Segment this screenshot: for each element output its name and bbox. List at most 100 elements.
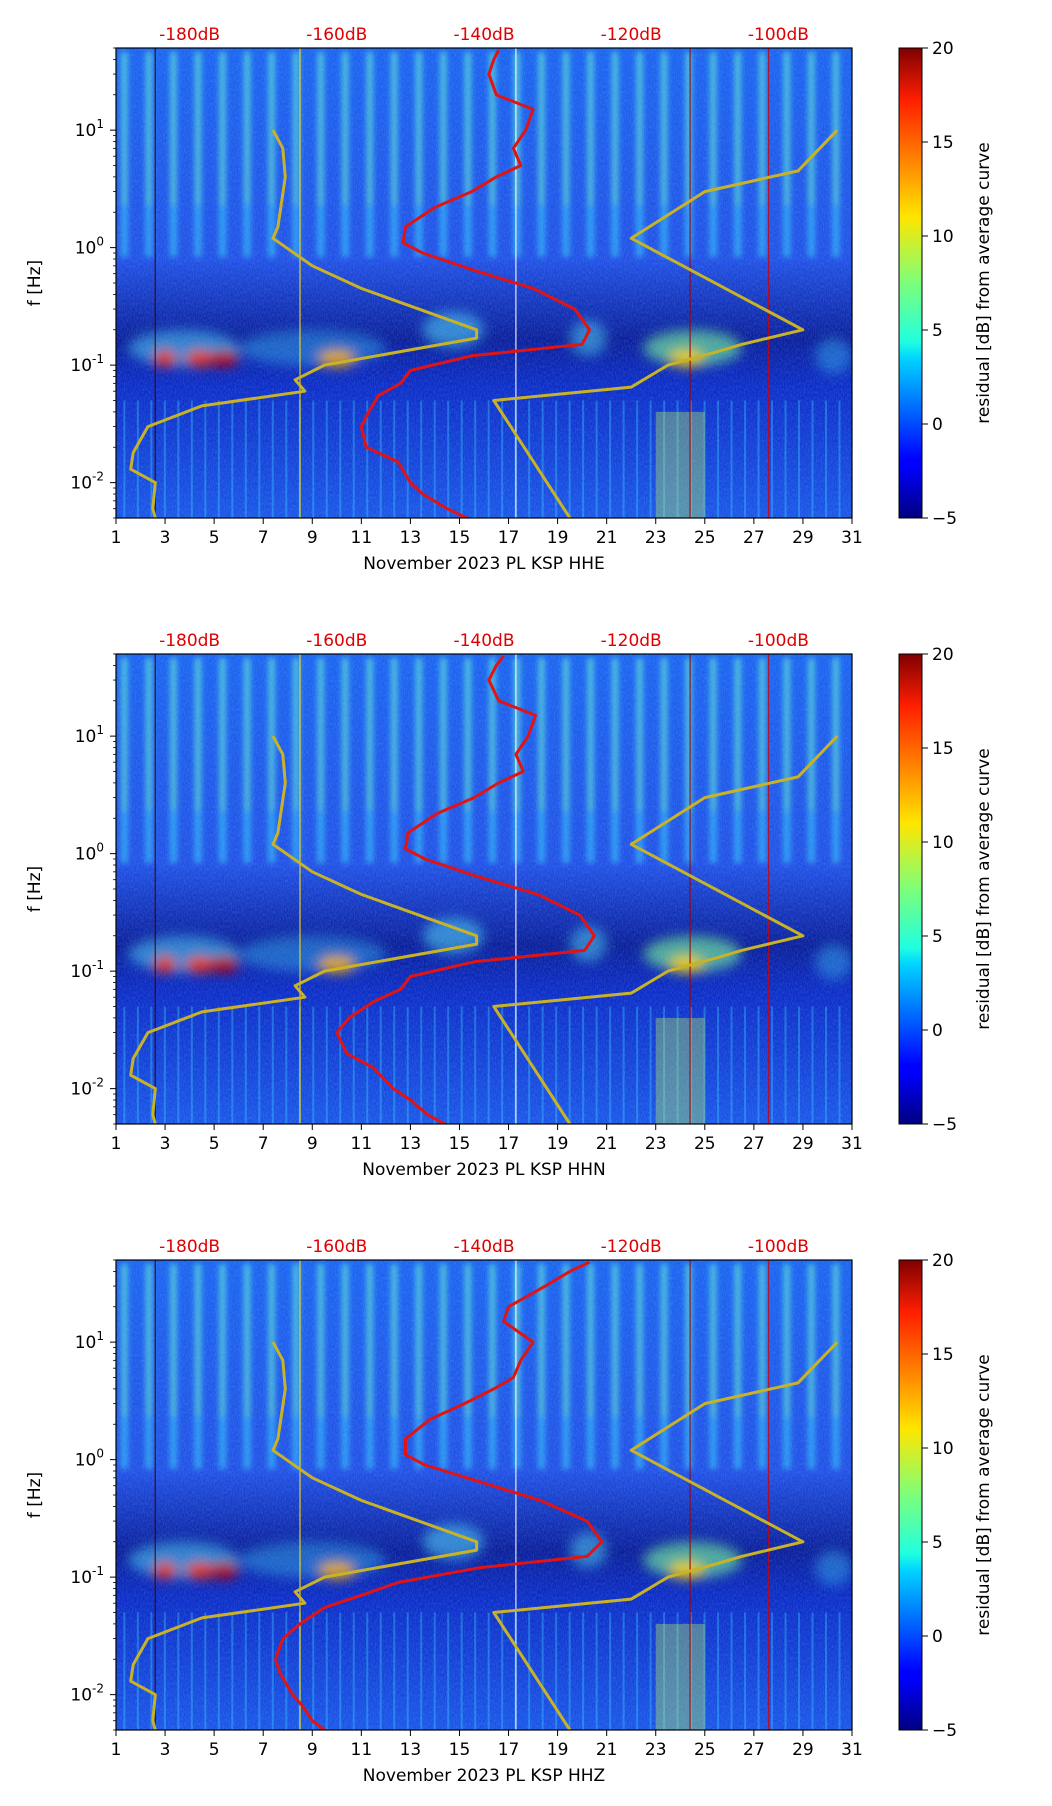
streak — [609, 1006, 612, 1124]
day-stripe-core — [711, 658, 715, 811]
streak — [730, 1612, 733, 1730]
streak — [231, 1612, 234, 1730]
day-stripe-core — [221, 1264, 225, 1417]
day-stripe-core — [122, 1264, 126, 1417]
streak — [123, 1612, 126, 1730]
streak — [258, 1612, 261, 1730]
streak — [798, 400, 801, 518]
day-stripe-core — [589, 1264, 593, 1417]
day-stripe-core — [294, 1264, 298, 1417]
streak — [258, 1006, 261, 1124]
streak — [690, 400, 693, 518]
streak — [771, 400, 774, 518]
streak — [622, 1612, 625, 1730]
x-tick-label: 7 — [258, 1134, 269, 1154]
db-scale-label: -120dB — [601, 1237, 662, 1257]
x-tick-label: 19 — [547, 528, 569, 548]
heatmap-area — [116, 654, 852, 1124]
colorbar-tick-label: −5 — [932, 1721, 957, 1741]
x-tick-label: 13 — [400, 528, 422, 548]
median-psd-curve — [274, 1260, 604, 1730]
event-streak-band — [655, 411, 705, 518]
x-tick-label: 21 — [596, 1134, 618, 1154]
day-stripe-core — [368, 52, 372, 205]
y-tick-label: 100 — [75, 841, 104, 865]
colorbar-tick-label: 5 — [932, 927, 943, 947]
y-tick-label: 10-1 — [70, 958, 104, 982]
day-stripe-core — [147, 52, 151, 205]
streak — [609, 400, 612, 518]
streak — [838, 1006, 841, 1124]
day-stripe-core — [392, 52, 396, 205]
streak — [582, 1006, 585, 1124]
streak — [379, 400, 382, 518]
streak — [757, 1612, 760, 1730]
streak — [784, 400, 787, 518]
colorbar: −5 0 5 10 15 20 residual [dB] from average cur… — [898, 39, 994, 529]
microseism-peak — [184, 1560, 215, 1579]
day-stripe-core — [171, 658, 175, 811]
streak — [406, 1612, 409, 1730]
day-stripe-core — [466, 52, 470, 205]
x-tick-label: 15 — [449, 528, 471, 548]
day-stripe-core — [294, 52, 298, 205]
x-tick-label: 11 — [351, 1134, 373, 1154]
high-noise-model — [492, 735, 839, 1124]
day-stripe-core — [809, 52, 813, 205]
streak — [285, 1612, 288, 1730]
day-stripe-core — [760, 1264, 764, 1417]
y-axis-label: f [Hz] — [25, 1472, 45, 1518]
streak — [663, 400, 666, 518]
colorbar-tick-label: 10 — [932, 227, 954, 247]
streak — [123, 400, 126, 518]
streak — [636, 400, 639, 518]
streak — [568, 400, 571, 518]
streak — [784, 1006, 787, 1124]
microseism-peak — [152, 1560, 178, 1579]
y-tick-label: 10-2 — [70, 470, 104, 494]
streak — [325, 400, 328, 518]
streak — [636, 1006, 639, 1124]
streak — [730, 1006, 733, 1124]
day-stripe-core — [638, 52, 642, 205]
streak — [177, 400, 180, 518]
colorbar-tick-label: 20 — [932, 39, 954, 59]
streak — [703, 400, 706, 518]
streak — [190, 1612, 193, 1730]
day-stripe-core — [343, 1264, 347, 1417]
streak — [325, 1006, 328, 1124]
daily-stripes — [120, 1264, 840, 1470]
streak — [136, 1006, 139, 1124]
day-stripe-core — [662, 1264, 666, 1417]
day-stripe-core — [515, 1264, 519, 1417]
streak — [703, 1006, 706, 1124]
db-scale-label: -180dB — [159, 1237, 220, 1257]
x-tick-label: 13 — [400, 1134, 422, 1154]
streak — [501, 1006, 504, 1124]
streak — [325, 1612, 328, 1730]
streak — [595, 1006, 598, 1124]
streak — [649, 1612, 652, 1730]
db-scale-label: -140dB — [453, 25, 514, 45]
streak — [447, 1612, 450, 1730]
x-tick-label: 5 — [209, 1740, 220, 1760]
day-stripe-core — [270, 52, 274, 205]
high-noise-model — [492, 1341, 839, 1730]
streak — [204, 400, 207, 518]
streak — [339, 400, 342, 518]
db-scale-label: -160dB — [306, 25, 367, 45]
day-stripe-core — [392, 1264, 396, 1417]
streak — [811, 1612, 814, 1730]
streak — [352, 1612, 355, 1730]
streak — [811, 1006, 814, 1124]
db-scale-label: -100dB — [748, 631, 809, 651]
streak — [285, 400, 288, 518]
streak — [757, 400, 760, 518]
streak — [447, 400, 450, 518]
streak — [717, 1612, 720, 1730]
x-tick-label: 9 — [307, 528, 318, 548]
x-tick-label: 9 — [307, 1740, 318, 1760]
colorbar-tick-label: 20 — [932, 1251, 954, 1271]
streak — [609, 1612, 612, 1730]
x-tick-label: 19 — [547, 1134, 569, 1154]
